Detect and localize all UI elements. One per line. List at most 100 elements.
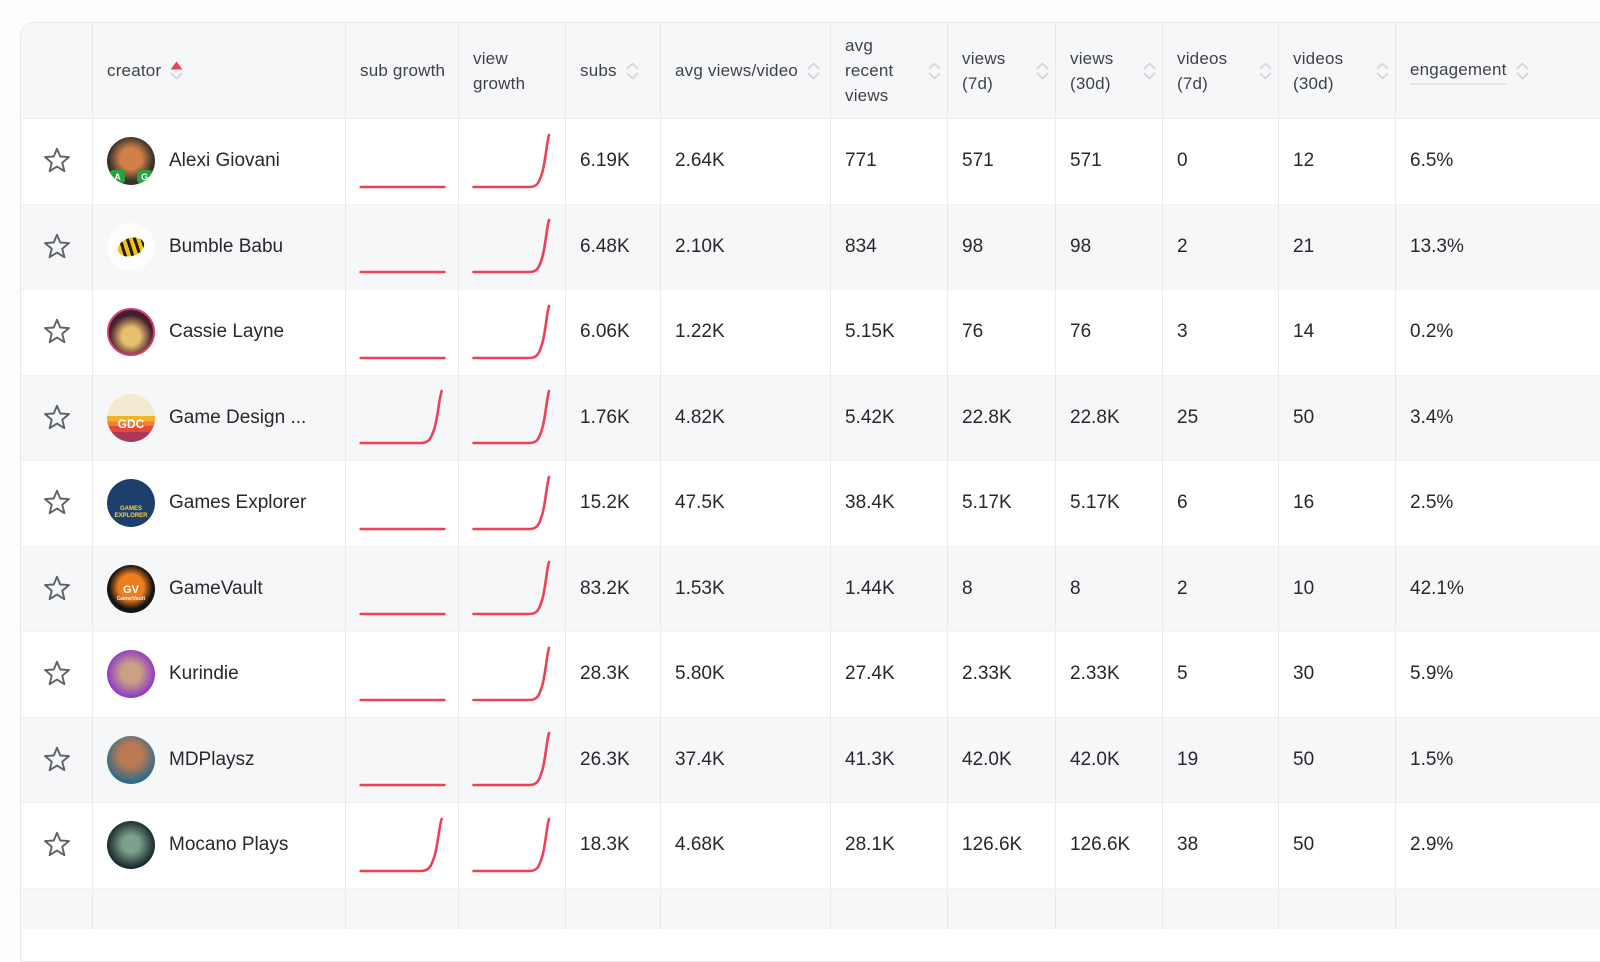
favorite-star-button[interactable] bbox=[40, 572, 74, 606]
avg-views-video-value: 2.64K bbox=[661, 119, 831, 204]
views-30d-value: 5.17K bbox=[1056, 461, 1163, 546]
column-header-favorite bbox=[21, 23, 93, 118]
sort-indicator bbox=[1376, 62, 1389, 80]
chevron-up-icon bbox=[626, 62, 639, 69]
sparkline-flat-icon bbox=[358, 216, 447, 278]
sort-indicator bbox=[626, 62, 639, 80]
view-growth-sparkline-cell bbox=[459, 461, 566, 546]
engagement-value: 6.5% bbox=[1410, 150, 1454, 172]
sort-indicator bbox=[928, 62, 941, 80]
engagement-value: 2.5% bbox=[1410, 492, 1454, 514]
creator-avatar bbox=[107, 650, 155, 699]
avatar-text: GV GameVault bbox=[107, 583, 155, 613]
avg-recent-views-value: 834 bbox=[831, 204, 948, 289]
sub-growth-sparkline-cell bbox=[346, 375, 459, 460]
empty-cell bbox=[346, 888, 459, 929]
empty-cell bbox=[21, 888, 93, 929]
empty-cell bbox=[459, 888, 566, 929]
column-header-subs[interactable]: subs bbox=[566, 23, 661, 118]
creator-name[interactable]: Game Design ... bbox=[169, 406, 307, 428]
avatar-text: GDC bbox=[107, 416, 155, 442]
creator-name[interactable]: Alexi Giovani bbox=[169, 150, 280, 172]
subs-value: 6.19K bbox=[566, 119, 661, 204]
creator-name[interactable]: Mocano Plays bbox=[169, 834, 289, 856]
empty-cell bbox=[566, 888, 661, 929]
column-header-avg_views_video[interactable]: avg views/video bbox=[661, 23, 831, 118]
avg-views-video-value: 1.53K bbox=[661, 546, 831, 631]
chevron-down-icon bbox=[928, 72, 941, 79]
table-body: A G Alexi Giovani 6.19K 2.64K 771 571 571 0 12 6.5… bbox=[21, 119, 1600, 929]
favorite-star-button[interactable] bbox=[40, 144, 74, 178]
favorite-star-button[interactable] bbox=[40, 486, 74, 520]
table-row: GV GameVault GameVault 83.2K 1.53K 1.44K 8 8 2 10… bbox=[21, 546, 1600, 632]
column-label: avg views/video bbox=[675, 61, 799, 80]
view-growth-sparkline-cell bbox=[459, 546, 566, 631]
videos-7d-value: 2 bbox=[1163, 546, 1279, 631]
avg-recent-views-value: 1.44K bbox=[831, 546, 948, 631]
column-header-engagement[interactable]: engagement bbox=[1396, 23, 1600, 118]
chevron-up-icon bbox=[1259, 62, 1272, 69]
avatar-text-sub: GameVault bbox=[116, 595, 146, 602]
creator-cell: Cassie Layne bbox=[93, 290, 346, 375]
favorite-cell bbox=[21, 546, 93, 631]
favorite-cell bbox=[21, 717, 93, 802]
star-icon bbox=[43, 148, 70, 173]
avg-views-video-value: 1.22K bbox=[661, 290, 831, 375]
column-label: sub growth bbox=[360, 61, 446, 80]
creator-name[interactable]: Games Explorer bbox=[169, 492, 307, 514]
favorite-star-button[interactable] bbox=[40, 315, 74, 349]
view-growth-sparkline-cell bbox=[459, 290, 566, 375]
column-header-avg_recent_views[interactable]: avg recent views bbox=[831, 23, 948, 118]
videos-7d-value: 38 bbox=[1163, 803, 1279, 888]
table-header-row: creator sub growth view growth subs avg view… bbox=[21, 23, 1600, 119]
creator-name[interactable]: MDPlaysz bbox=[169, 748, 255, 770]
creator-name[interactable]: Bumble Babu bbox=[169, 235, 284, 257]
creator-cell: GDC Game Design ... bbox=[93, 375, 346, 460]
column-header-creator[interactable]: creator bbox=[93, 23, 346, 118]
chevron-down-icon bbox=[1143, 72, 1156, 79]
sub-growth-sparkline-cell bbox=[346, 632, 459, 717]
favorite-star-button[interactable] bbox=[40, 401, 74, 435]
chevron-down-icon bbox=[807, 72, 820, 79]
column-label: creator bbox=[107, 61, 162, 80]
avatar-text-main: GV bbox=[123, 583, 139, 596]
column-header-views_30d[interactable]: views (30d) bbox=[1056, 23, 1163, 118]
sub-growth-sparkline-cell bbox=[346, 119, 459, 204]
creator-name[interactable]: Kurindie bbox=[169, 663, 239, 685]
favorite-star-button[interactable] bbox=[40, 743, 74, 777]
sub-growth-sparkline-cell bbox=[346, 461, 459, 546]
views-7d-value: 76 bbox=[948, 290, 1056, 375]
star-icon bbox=[43, 832, 70, 857]
view-growth-sparkline-cell bbox=[459, 204, 566, 289]
videos-30d-value: 16 bbox=[1279, 461, 1396, 546]
empty-cell bbox=[1396, 889, 1600, 929]
favorite-star-button[interactable] bbox=[40, 657, 74, 691]
star-icon bbox=[43, 661, 70, 686]
subs-value: 6.06K bbox=[566, 290, 661, 375]
sub-growth-sparkline-cell bbox=[346, 290, 459, 375]
creator-avatar: GV GameVault bbox=[107, 564, 155, 613]
favorite-star-button[interactable] bbox=[40, 230, 74, 264]
star-icon bbox=[43, 233, 70, 258]
empty-cell bbox=[661, 888, 831, 929]
column-header-videos_30d[interactable]: videos (30d) bbox=[1279, 23, 1396, 118]
avatar-artwork bbox=[115, 234, 147, 260]
column-label: engagement bbox=[1410, 57, 1507, 85]
views-30d-value: 571 bbox=[1056, 119, 1163, 204]
creator-name[interactable]: Cassie Layne bbox=[169, 321, 285, 343]
creator-name[interactable]: GameVault bbox=[169, 577, 263, 599]
table-row: Bumble Babu 6.48K 2.10K 834 98 98 2 21 13.3% bbox=[21, 204, 1600, 290]
views-7d-value: 8 bbox=[948, 546, 1056, 631]
creator-avatar bbox=[107, 222, 155, 271]
view-growth-sparkline-cell bbox=[459, 717, 566, 802]
favorite-cell bbox=[21, 204, 93, 289]
views-7d-value: 98 bbox=[948, 204, 1056, 289]
view-growth-sparkline-cell bbox=[459, 375, 566, 460]
favorite-cell bbox=[21, 461, 93, 546]
views-7d-value: 5.17K bbox=[948, 461, 1056, 546]
views-30d-value: 22.8K bbox=[1056, 375, 1163, 460]
videos-30d-value: 30 bbox=[1279, 632, 1396, 717]
column-header-views_7d[interactable]: views (7d) bbox=[948, 23, 1056, 118]
column-header-videos_7d[interactable]: videos (7d) bbox=[1163, 23, 1279, 118]
favorite-star-button[interactable] bbox=[40, 828, 74, 862]
